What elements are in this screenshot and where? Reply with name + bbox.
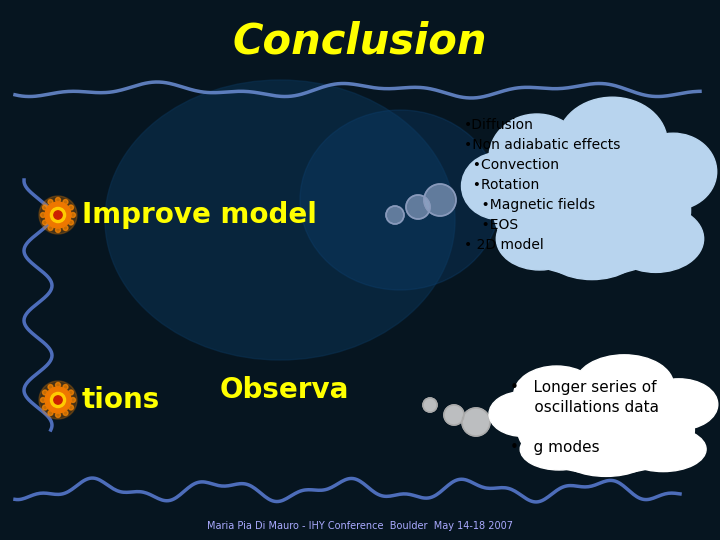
Circle shape: [71, 397, 76, 402]
Circle shape: [406, 195, 430, 219]
Circle shape: [39, 196, 77, 234]
Circle shape: [40, 397, 45, 402]
Circle shape: [68, 390, 73, 395]
Ellipse shape: [575, 355, 674, 416]
Ellipse shape: [560, 435, 652, 476]
Text: tions: tions: [82, 386, 161, 414]
Circle shape: [63, 199, 68, 205]
Ellipse shape: [521, 428, 598, 470]
Circle shape: [444, 405, 464, 425]
Circle shape: [42, 405, 48, 410]
Circle shape: [424, 184, 456, 216]
Text: •   g modes: • g modes: [510, 440, 600, 455]
Text: Maria Pia Di Mauro - IHY Conference  Boulder  May 14-18 2007: Maria Pia Di Mauro - IHY Conference Boul…: [207, 521, 513, 531]
Ellipse shape: [300, 110, 500, 290]
Ellipse shape: [493, 144, 690, 276]
Circle shape: [48, 410, 53, 415]
Ellipse shape: [621, 427, 706, 471]
Circle shape: [423, 398, 437, 412]
Ellipse shape: [489, 392, 557, 436]
Ellipse shape: [513, 366, 600, 423]
Circle shape: [63, 226, 68, 231]
Circle shape: [48, 226, 53, 231]
Circle shape: [40, 213, 45, 218]
Circle shape: [55, 382, 60, 388]
Circle shape: [54, 211, 62, 219]
Ellipse shape: [518, 386, 694, 474]
Text: Improve model: Improve model: [82, 201, 317, 229]
Circle shape: [55, 227, 60, 233]
Circle shape: [55, 198, 60, 202]
Ellipse shape: [630, 133, 716, 210]
Text: •   Longer series of
     oscillations data: • Longer series of oscillations data: [510, 380, 659, 415]
Ellipse shape: [462, 152, 537, 220]
Circle shape: [42, 390, 48, 395]
Circle shape: [48, 199, 53, 205]
Ellipse shape: [640, 379, 718, 430]
Circle shape: [68, 220, 73, 225]
Ellipse shape: [489, 114, 585, 200]
Circle shape: [45, 387, 71, 413]
Circle shape: [42, 220, 48, 225]
Circle shape: [63, 410, 68, 415]
Circle shape: [63, 384, 68, 389]
Text: Conclusion: Conclusion: [233, 21, 487, 63]
Circle shape: [71, 213, 76, 218]
Circle shape: [54, 396, 62, 404]
Ellipse shape: [541, 217, 643, 280]
Circle shape: [68, 205, 73, 210]
Circle shape: [42, 205, 48, 210]
Circle shape: [48, 384, 53, 389]
Circle shape: [39, 381, 77, 419]
Circle shape: [45, 202, 71, 228]
Circle shape: [386, 206, 404, 224]
Ellipse shape: [608, 205, 703, 272]
Text: Observa: Observa: [220, 376, 349, 404]
Ellipse shape: [557, 97, 667, 188]
Text: •Diffusion
•Non adiabatic effects
  •Convection
  •Rotation
    •Magnetic fields: •Diffusion •Non adiabatic effects •Conve…: [464, 118, 621, 252]
Circle shape: [50, 207, 66, 222]
Circle shape: [68, 405, 73, 410]
Ellipse shape: [105, 80, 455, 360]
Circle shape: [50, 393, 66, 408]
Ellipse shape: [496, 207, 583, 270]
Circle shape: [55, 413, 60, 417]
Circle shape: [462, 408, 490, 436]
